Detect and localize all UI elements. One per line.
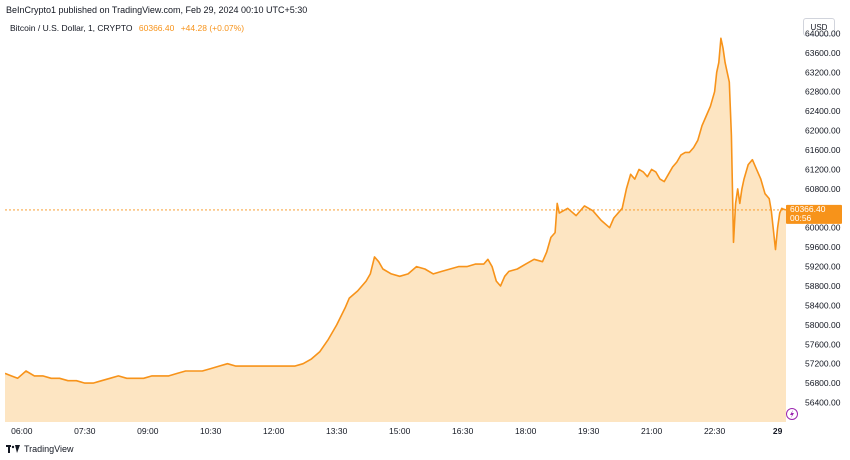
published-by-line: BeInCrypto1 published on TradingView.com… [6, 5, 308, 15]
x-tick-label: 22:30 [704, 426, 726, 436]
x-tick-label: 13:30 [326, 426, 348, 436]
y-tick-label: 60000.00 [805, 223, 841, 233]
y-tick-label: 60800.00 [805, 184, 841, 194]
x-tick-label: 16:30 [452, 426, 474, 436]
x-tick-label: 12:00 [263, 426, 285, 436]
x-tick-label: 06:00 [11, 426, 33, 436]
x-tick-label: 07:30 [74, 426, 96, 436]
footer[interactable]: TradingView [6, 444, 74, 454]
y-tick-label: 61600.00 [805, 145, 841, 155]
y-axis[interactable]: 56400.00 56800.00 57200.00 57600.00 58000.00… [805, 28, 841, 407]
x-tick-label: 09:00 [137, 426, 159, 436]
y-tick-label: 64000.00 [805, 28, 841, 38]
y-tick-label: 56400.00 [805, 398, 841, 408]
y-tick-label: 59600.00 [805, 242, 841, 252]
y-tick-label: 62400.00 [805, 106, 841, 116]
x-tick-label: 18:00 [515, 426, 537, 436]
y-tick-label: 58400.00 [805, 300, 841, 310]
legend-price: 60366.40 [138, 23, 175, 33]
price-tag-price: 60366.40 [790, 204, 826, 214]
x-tick-label: 29 [773, 426, 783, 436]
x-tick-label: 21:00 [641, 426, 663, 436]
symbol-label: Bitcoin / U.S. Dollar, 1, CRYPTO [10, 23, 133, 33]
price-area-fill [5, 38, 786, 422]
x-tick-label: 10:30 [200, 426, 222, 436]
y-tick-label: 62000.00 [805, 126, 841, 136]
y-tick-label: 62800.00 [805, 87, 841, 97]
tradingview-logo-icon [6, 445, 20, 453]
y-tick-label: 57200.00 [805, 359, 841, 369]
price-line [5, 37, 786, 384]
y-tick-label: 59200.00 [805, 262, 841, 272]
y-tick-label: 57600.00 [805, 339, 841, 349]
lightning-icon[interactable] [786, 408, 798, 420]
price-tag-countdown: 00:56 [790, 213, 812, 223]
price-tag: 60366.40 00:56 [786, 204, 842, 224]
x-tick-label: 19:30 [578, 426, 600, 436]
y-tick-label: 63200.00 [805, 67, 841, 77]
x-tick-label: 15:00 [389, 426, 411, 436]
chart-legend: Bitcoin / U.S. Dollar, 1, CRYPTO 60366.4… [10, 23, 244, 33]
y-tick-label: 63600.00 [805, 48, 841, 58]
x-axis[interactable]: 06:00 07:30 09:00 10:30 12:00 13:30 15:00 16:30… [11, 426, 782, 436]
footer-brand: TradingView [24, 444, 74, 454]
y-tick-label: 58800.00 [805, 281, 841, 291]
currency-button[interactable]: USD [803, 18, 835, 36]
y-tick-label: 58000.00 [805, 320, 841, 330]
y-tick-label: 61200.00 [805, 164, 841, 174]
y-tick-label: 56800.00 [805, 378, 841, 388]
legend-change: +44.28 (+0.07%) [180, 23, 245, 33]
